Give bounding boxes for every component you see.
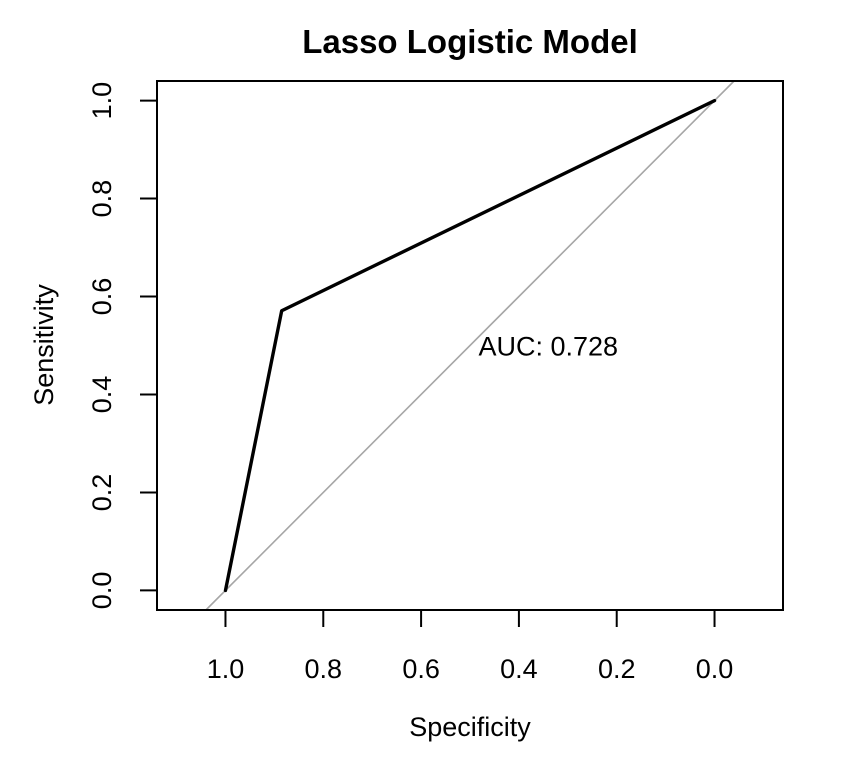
x-tick-label: 0.6 (402, 654, 440, 684)
x-tick-label: 1.0 (207, 654, 245, 684)
y-tick-label: 0.0 (87, 572, 117, 610)
x-axis-label: Specificity (409, 712, 531, 742)
auc-annotation: AUC: 0.728 (478, 331, 618, 361)
y-tick-label: 1.0 (87, 82, 117, 120)
chart-title: Lasso Logistic Model (302, 23, 638, 60)
reference-line-layer (205, 80, 735, 611)
x-tick-label: 0.0 (696, 654, 734, 684)
x-tick-label: 0.2 (598, 654, 636, 684)
reference-diagonal (205, 80, 735, 611)
y-axis: 0.0 0.2 0.4 0.6 0.8 1.0 (87, 82, 158, 610)
x-tick-label: 0.4 (500, 654, 538, 684)
series-layer (223, 98, 717, 593)
y-tick-label: 0.8 (87, 180, 117, 218)
y-tick-label: 0.2 (87, 474, 117, 512)
x-axis: 1.0 0.8 0.6 0.4 0.2 0.0 (207, 609, 734, 684)
y-tick-label: 0.6 (87, 278, 117, 316)
y-axis-label: Sensitivity (29, 284, 59, 406)
roc-curve (223, 98, 717, 593)
x-tick-label: 0.8 (305, 654, 343, 684)
y-tick-label: 0.4 (87, 376, 117, 414)
